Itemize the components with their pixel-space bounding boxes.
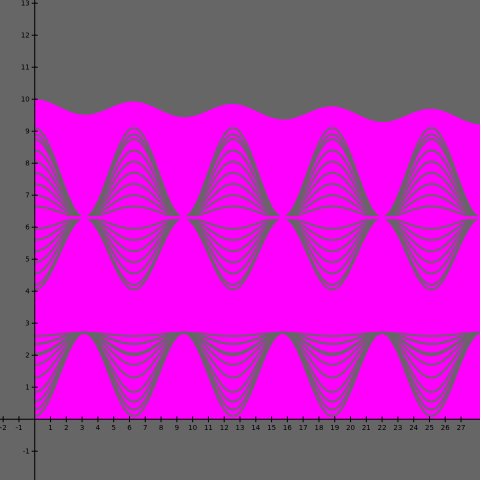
upper-band-2 (34, 194, 480, 219)
lower-band-3 (34, 331, 480, 366)
lower-band-4 (34, 331, 480, 379)
x-tick-label: 4 (96, 424, 101, 432)
x-tick-label: 1 (48, 424, 52, 432)
y-tick-label: 7 (25, 192, 29, 200)
lower-band-6 (34, 331, 480, 403)
y-tick-label: 13 (21, 0, 30, 8)
x-tick-label: 20 (346, 424, 355, 432)
y-tick-label: 4 (25, 288, 30, 296)
middle-band-5 (34, 216, 480, 275)
x-tick-label: 18 (314, 424, 323, 432)
x-tick-label: 27 (457, 424, 466, 432)
x-tick-label: 6 (127, 424, 132, 432)
lower-extra-band-1 (34, 331, 480, 357)
x-tick-label: 8 (159, 424, 163, 432)
upper-band-9 (34, 126, 480, 219)
lower-band-0 (34, 331, 480, 338)
x-tick-label: 23 (393, 424, 402, 432)
lower-extra-band-0 (34, 331, 480, 346)
y-tick-label: 3 (25, 320, 29, 328)
middle-band-7 (34, 216, 480, 291)
x-tick-label: 17 (299, 424, 308, 432)
x-tick-label: 10 (188, 424, 197, 432)
x-tick-label: 3 (80, 424, 84, 432)
upper-band-6 (34, 149, 480, 219)
x-tick-label: 11 (204, 424, 213, 432)
y-tick-label: 6 (25, 224, 30, 232)
upper-band-3 (34, 182, 480, 219)
y-tick-label: 5 (25, 256, 29, 264)
y-tick-label: 1 (25, 384, 29, 392)
x-tick-label: 12 (220, 424, 229, 432)
x-tick-label: 2 (64, 424, 68, 432)
middle-band-3 (34, 216, 480, 253)
middle-band-2 (34, 216, 480, 242)
lower-band-8 (34, 331, 480, 418)
ticks-layer: -2 -1 1 2 3 4 5 6 7 8 9 10 11 12 13 14 15 16 17 18 19 20 21 22 2… (0, 0, 466, 456)
x-tick-label: 16 (283, 424, 292, 432)
middle-band-4 (34, 216, 480, 264)
x-tick-label: 14 (251, 424, 260, 432)
x-tick-label: 5 (111, 424, 115, 432)
lower-band-5 (34, 331, 480, 394)
upper-band-1 (34, 205, 480, 219)
upper-band-4 (34, 171, 480, 219)
fill-layer (34, 99, 480, 420)
x-tick-label: 24 (409, 424, 418, 432)
x-tick-label: 21 (362, 424, 371, 432)
y-tick-label: 11 (21, 64, 30, 72)
x-tick-label: 13 (236, 424, 245, 432)
y-tick-label: -1 (23, 448, 30, 456)
x-tick-label: 9 (175, 424, 179, 432)
x-tick-label: -2 (0, 424, 7, 432)
x-tick-label: 19 (330, 424, 339, 432)
y-tick-label: 9 (25, 128, 29, 136)
x-tick-label: 25 (425, 424, 434, 432)
y-tick-label: 12 (21, 32, 30, 40)
x-tick-label: 26 (441, 424, 450, 432)
y-tick-label: 8 (25, 160, 29, 168)
x-tick-label: 15 (267, 424, 276, 432)
upper-band-5 (34, 160, 480, 219)
x-tick-label: -1 (15, 424, 22, 432)
y-tick-label: 10 (21, 96, 30, 104)
middle-band-1 (34, 216, 480, 230)
x-tick-label: 7 (143, 424, 147, 432)
y-tick-label: 2 (25, 352, 29, 360)
x-tick-label: 22 (378, 424, 387, 432)
